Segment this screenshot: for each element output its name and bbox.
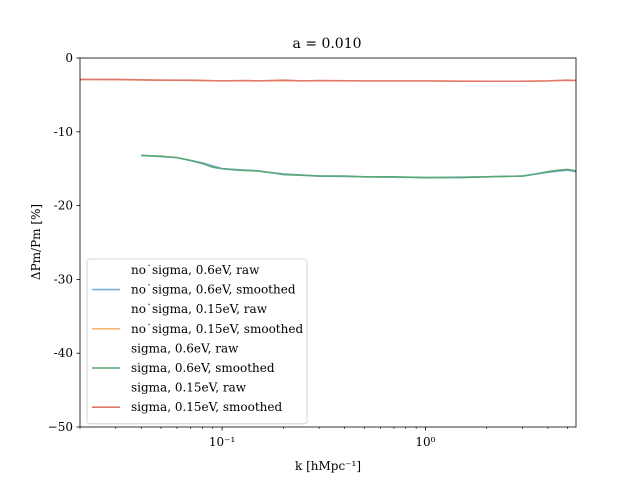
y-axis-label: ΔPm/Pm [%] xyxy=(29,204,43,280)
y-tick-label: 0 xyxy=(65,51,73,65)
legend-box xyxy=(86,258,308,425)
x-axis-label: k [hMpc⁻¹] xyxy=(295,459,361,473)
y-axis: 0 -10 -20 -30 -40 −50 xyxy=(48,51,80,434)
y-tick-label: −50 xyxy=(48,420,73,434)
legend: no˙sigma, 0.6eV, raw no˙sigma, 0.6eV, smo… xyxy=(86,258,308,425)
chart-title: a = 0.010 xyxy=(292,36,361,52)
x-axis: 10⁻¹ 10⁰ xyxy=(79,427,568,449)
legend-label-6: sigma, 0.15eV, raw xyxy=(131,381,247,395)
y-tick-label: -40 xyxy=(54,346,73,360)
legend-label-7: sigma, 0.15eV, smoothed xyxy=(131,400,282,414)
series-line-5 xyxy=(141,154,577,179)
legend-label-0: no˙sigma, 0.6eV, raw xyxy=(131,263,260,277)
x-tick-label: 10⁻¹ xyxy=(209,435,235,449)
y-tick-label: -30 xyxy=(54,272,73,286)
legend-label-3: no˙sigma, 0.15eV, smoothed xyxy=(131,322,303,336)
series-line-1 xyxy=(141,154,577,179)
legend-label-2: no˙sigma, 0.15eV, raw xyxy=(131,302,268,316)
plot-lines xyxy=(79,78,577,179)
y-tick-label: -20 xyxy=(54,199,73,213)
plot-frame xyxy=(79,57,577,428)
series-line-7 xyxy=(80,78,577,83)
x-tick-label: 10⁰ xyxy=(415,435,435,449)
legend-label-4: sigma, 0.6eV, raw xyxy=(131,341,239,355)
legend-label-1: no˙sigma, 0.6eV, smoothed xyxy=(131,283,296,297)
y-tick-label: -10 xyxy=(54,125,73,139)
legend-label-5: sigma, 0.6eV, smoothed xyxy=(131,361,275,375)
